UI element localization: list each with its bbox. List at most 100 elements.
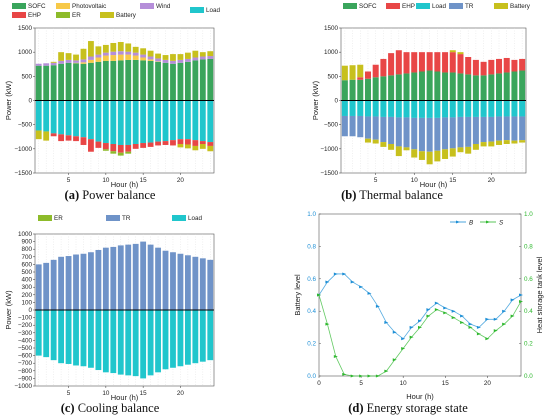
point-b-h7: [375, 304, 380, 308]
bar-tr-h4: [364, 116, 371, 139]
x-tick-label: 10: [411, 177, 419, 184]
bar-tr-h23: [199, 258, 206, 310]
bar-load-h8: [395, 100, 402, 118]
point-s-h23: [510, 314, 515, 318]
bar-wind-h17: [155, 58, 161, 62]
bar-wind-h9: [95, 54, 102, 58]
bar-load-h2: [349, 100, 356, 116]
caption-energy-storage: (d) Energy storage state: [348, 401, 468, 415]
x-tick-label: 5: [67, 390, 71, 397]
bar-sofc-h13: [125, 59, 132, 101]
point-s-h8: [384, 369, 389, 373]
legend-swatch-wind: [140, 3, 154, 9]
bar-load-h15: [140, 310, 147, 379]
bar-sofc-h1: [35, 65, 42, 101]
bar-battery-h22: [503, 140, 510, 144]
bar-load-h5: [372, 100, 379, 117]
bar-ehp-h19: [480, 61, 487, 76]
legend-swatch-battery: [100, 12, 114, 18]
bar-sofc-h7: [388, 75, 395, 101]
bar-load-h4: [364, 100, 371, 117]
bar-battery-h7: [80, 48, 87, 60]
bar-wind-h10: [102, 52, 109, 56]
point-s-h0: [317, 293, 321, 297]
bar-tr-h6: [380, 116, 387, 143]
y-tick-label: 1000: [18, 49, 33, 56]
bar-battery-h18: [472, 144, 479, 150]
legend-label-tr: TR: [465, 3, 474, 10]
bar-sofc-h2: [349, 79, 356, 101]
bar-ehp-h17: [155, 141, 161, 146]
bar-sofc-h20: [177, 62, 184, 101]
point-s-h18: [468, 325, 473, 329]
point-s-h24: [519, 299, 523, 303]
bar-battery-h15: [140, 48, 147, 55]
y-tick-label: −600: [18, 353, 33, 360]
bar-er-h11: [110, 151, 117, 154]
bar-sofc-h16: [147, 60, 154, 101]
y-tick-label: −800: [18, 368, 33, 375]
y-tick-label: 600: [21, 261, 32, 268]
bar-photovoltaic-h8: [88, 59, 94, 63]
bar-battery-h15: [449, 50, 456, 53]
bar-tr-h7: [80, 253, 87, 310]
bar-ehp-h21: [184, 139, 191, 145]
y-tick-label-left: 0.4: [307, 308, 316, 315]
bar-sofc-h24: [207, 58, 214, 101]
bar-battery-h21: [184, 144, 191, 149]
bar-ehp-h9: [403, 52, 410, 74]
bar-tr-h14: [442, 117, 449, 150]
bar-ehp-h8: [395, 50, 402, 75]
point-b-h17: [460, 314, 465, 318]
point-s-h16: [451, 316, 456, 320]
x-tick-label: 10: [102, 390, 110, 397]
bar-load-h20: [177, 310, 184, 367]
bar-er-h10: [102, 149, 109, 151]
legend-swatch-ehp: [386, 3, 400, 9]
bar-battery-h10: [102, 44, 109, 53]
bar-ehp-h24: [207, 142, 214, 146]
bar-tr-h12: [426, 117, 433, 152]
legend-swatch-tr: [106, 215, 120, 221]
bar-sofc-h11: [418, 71, 425, 101]
point-b-h12: [418, 319, 422, 323]
bar-battery-h22: [192, 50, 199, 58]
y-tick-label: 1500: [324, 25, 339, 32]
bar-battery-h24: [207, 51, 214, 57]
bar-tr-h12: [117, 245, 124, 310]
legend-label-battery: Battery: [510, 3, 531, 10]
bar-load-h16: [147, 310, 154, 376]
bar-load-h22: [503, 100, 510, 117]
bar-tr-h18: [162, 250, 169, 310]
bar-battery-h5: [65, 53, 72, 60]
legend-label-load: Load: [432, 3, 447, 10]
legend-marker-s: [486, 220, 490, 224]
bar-load-h10: [102, 100, 109, 144]
bar-sofc-h8: [395, 74, 402, 101]
bar-battery-h15: [449, 148, 456, 157]
point-b-h20: [485, 317, 490, 321]
point-b-h18: [468, 322, 473, 326]
bar-battery-h18: [162, 55, 169, 60]
y-tick-label-left: 0.2: [307, 341, 316, 348]
bar-sofc-h1: [341, 80, 348, 101]
bar-tr-h21: [184, 255, 191, 310]
y-tick-label-right: 0.8: [524, 243, 533, 250]
bar-wind-h4: [58, 60, 65, 64]
bar-load-h9: [95, 100, 102, 142]
point-s-h2: [333, 355, 338, 359]
bar-tr-h9: [95, 249, 102, 310]
point-b-h15: [443, 306, 448, 310]
bar-ehp-h16: [457, 54, 464, 74]
bar-ehp-h4: [364, 71, 371, 79]
bar-sofc-h19: [170, 63, 176, 101]
bar-battery-h6: [380, 142, 387, 147]
y-tick-label: 0: [334, 98, 338, 105]
bar-load-h17: [465, 100, 472, 117]
bar-load-h13: [125, 100, 132, 145]
bar-sofc-h14: [132, 59, 139, 101]
bar-battery-h20: [177, 144, 184, 148]
bar-sofc-h22: [503, 72, 510, 101]
bar-load-h1: [35, 310, 42, 356]
point-b-h11: [409, 325, 414, 329]
